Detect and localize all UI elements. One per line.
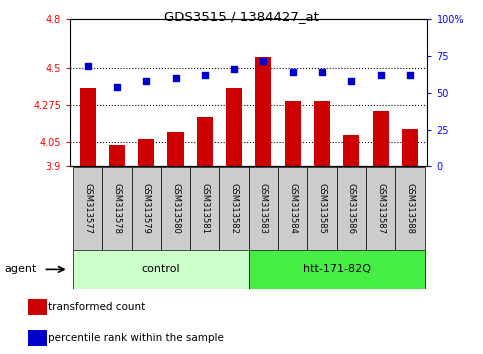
Bar xyxy=(161,167,190,250)
Bar xyxy=(197,118,213,166)
Bar xyxy=(28,299,47,315)
Bar xyxy=(168,132,184,166)
Point xyxy=(84,64,91,69)
Bar xyxy=(402,129,418,166)
Text: GSM313583: GSM313583 xyxy=(259,183,268,234)
Text: htt-171-82Q: htt-171-82Q xyxy=(303,264,370,274)
Bar xyxy=(284,101,301,166)
Bar xyxy=(226,88,242,166)
Bar xyxy=(190,167,219,250)
Text: GSM313584: GSM313584 xyxy=(288,183,297,234)
Bar xyxy=(28,330,47,346)
Text: GSM313581: GSM313581 xyxy=(200,183,209,234)
Bar xyxy=(138,139,154,166)
Text: GSM313585: GSM313585 xyxy=(317,183,327,234)
Text: GSM313580: GSM313580 xyxy=(171,183,180,234)
Point xyxy=(259,58,267,63)
Point xyxy=(406,73,414,78)
Point xyxy=(318,69,326,75)
Bar xyxy=(337,167,366,250)
Text: GSM313579: GSM313579 xyxy=(142,183,151,234)
Bar xyxy=(256,57,271,166)
Point xyxy=(230,67,238,72)
Text: GDS3515 / 1384427_at: GDS3515 / 1384427_at xyxy=(164,10,319,23)
Point xyxy=(201,73,209,78)
Point xyxy=(142,78,150,84)
Bar xyxy=(307,167,337,250)
Bar xyxy=(395,167,425,250)
Point xyxy=(347,78,355,84)
Point xyxy=(289,69,297,75)
Bar xyxy=(366,167,395,250)
Text: GSM313577: GSM313577 xyxy=(83,183,92,234)
Text: transformed count: transformed count xyxy=(48,302,146,313)
Bar xyxy=(314,101,330,166)
Text: control: control xyxy=(142,264,180,274)
Bar xyxy=(102,167,131,250)
Text: percentile rank within the sample: percentile rank within the sample xyxy=(48,333,224,343)
Point xyxy=(377,73,384,78)
Bar xyxy=(343,135,359,166)
Bar xyxy=(249,250,425,289)
Point xyxy=(113,84,121,90)
Bar xyxy=(278,167,307,250)
Text: GSM313586: GSM313586 xyxy=(347,183,356,234)
Text: GSM313588: GSM313588 xyxy=(405,183,414,234)
Point xyxy=(171,75,179,81)
Text: GSM313578: GSM313578 xyxy=(113,183,121,234)
Bar xyxy=(80,88,96,166)
Bar xyxy=(73,250,249,289)
Bar xyxy=(372,111,389,166)
Bar xyxy=(249,167,278,250)
Bar xyxy=(131,167,161,250)
Bar xyxy=(73,167,102,250)
Bar xyxy=(109,145,125,166)
Text: GSM313582: GSM313582 xyxy=(229,183,239,234)
Text: agent: agent xyxy=(5,264,37,274)
Bar xyxy=(219,167,249,250)
Text: GSM313587: GSM313587 xyxy=(376,183,385,234)
